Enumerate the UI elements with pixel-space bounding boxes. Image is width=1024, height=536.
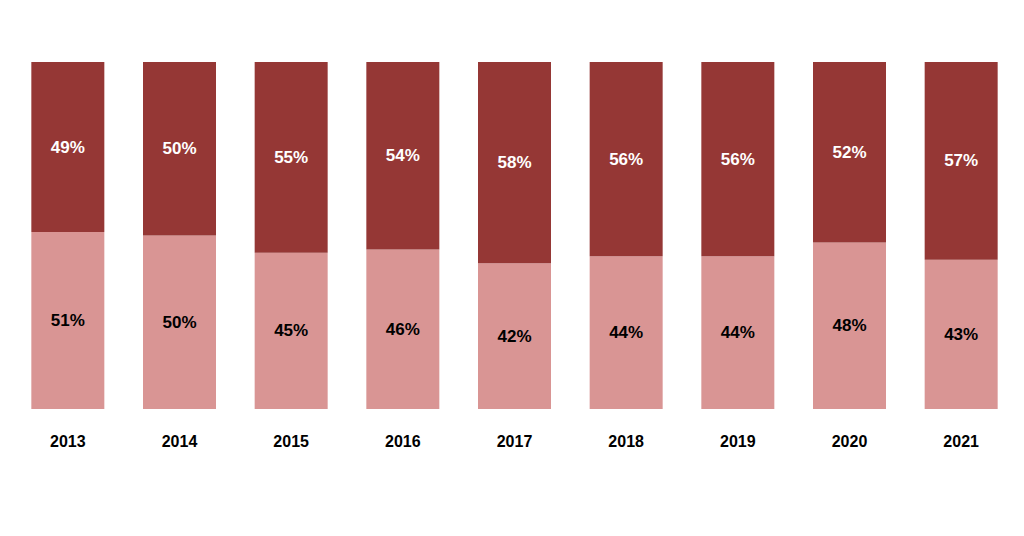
svg-text:56%: 56% [609, 150, 643, 169]
svg-text:44%: 44% [609, 323, 643, 342]
svg-text:2014: 2014 [162, 433, 198, 450]
svg-text:2015: 2015 [273, 433, 309, 450]
svg-text:2018: 2018 [608, 433, 644, 450]
svg-text:54%: 54% [386, 146, 420, 165]
svg-text:43%: 43% [944, 325, 978, 344]
svg-text:2021: 2021 [943, 433, 979, 450]
svg-text:2016: 2016 [385, 433, 421, 450]
svg-text:2019: 2019 [720, 433, 756, 450]
svg-text:52%: 52% [832, 143, 866, 162]
svg-text:51%: 51% [51, 311, 85, 330]
svg-text:55%: 55% [274, 148, 308, 167]
svg-text:57%: 57% [944, 151, 978, 170]
svg-text:50%: 50% [162, 139, 196, 158]
svg-text:56%: 56% [721, 150, 755, 169]
svg-text:58%: 58% [497, 153, 531, 172]
svg-text:42%: 42% [497, 327, 531, 346]
svg-text:46%: 46% [386, 320, 420, 339]
svg-text:44%: 44% [721, 323, 755, 342]
svg-text:2017: 2017 [497, 433, 533, 450]
svg-text:50%: 50% [162, 313, 196, 332]
svg-text:45%: 45% [274, 321, 308, 340]
svg-text:48%: 48% [832, 316, 866, 335]
svg-text:2013: 2013 [50, 433, 86, 450]
svg-text:2020: 2020 [832, 433, 868, 450]
svg-text:49%: 49% [51, 138, 85, 157]
